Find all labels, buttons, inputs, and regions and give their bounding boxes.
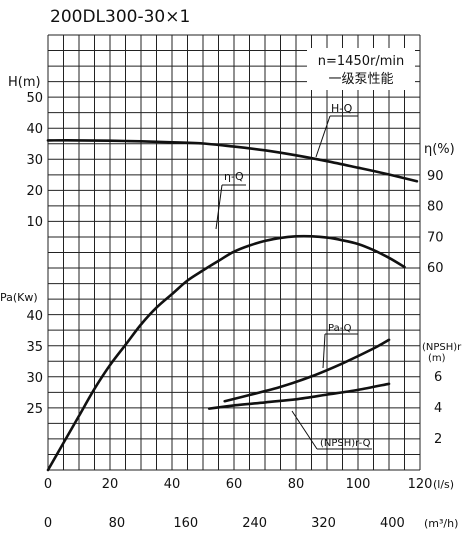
- power-tick: 30: [26, 371, 43, 386]
- efficiency-tick: 80: [427, 200, 444, 215]
- head-tick: 30: [26, 153, 43, 168]
- npsh-tick: 6: [434, 370, 442, 385]
- power-tick: 25: [26, 402, 43, 417]
- x-m3h-tick: 400: [380, 516, 405, 531]
- x-ls-tick: 40: [164, 477, 181, 492]
- efficiency-axis-title: η(%): [424, 142, 455, 157]
- info-speed: n=1450r/min: [318, 54, 404, 69]
- head-tick: 40: [26, 122, 43, 137]
- x-ls-tick: 0: [44, 477, 52, 492]
- label-h-q: H-Q: [331, 102, 353, 115]
- label-pa-q: Pa-Q: [328, 323, 352, 334]
- curves: [46, 139, 419, 472]
- chart-title: 200DL300-30×1: [50, 7, 190, 27]
- info-stage: 一级泵性能: [328, 72, 393, 87]
- npsh-axis-title: (NPSH)r: [422, 342, 462, 353]
- head-tick: 20: [26, 184, 43, 199]
- power-axis-title: Pa(Kw): [0, 291, 38, 304]
- curve-npsh-q: [207, 382, 391, 410]
- curve-h-q: [46, 139, 419, 183]
- head-axis-title: H(m): [8, 75, 41, 90]
- info-box-frame: [307, 48, 415, 90]
- power-tick: 35: [26, 340, 43, 355]
- info-box: n=1450r/min 一级泵性能: [307, 48, 415, 90]
- x-ls-axis-title: (l/s): [433, 478, 454, 491]
- curve-labels: H-Q η-Q Pa-Q (NPSH)r-Q: [215, 102, 372, 450]
- power-tick: 40: [26, 309, 43, 324]
- efficiency-tick: 70: [427, 230, 444, 245]
- curve-eta-q: [46, 234, 406, 472]
- x-ls-tick: 100: [346, 477, 371, 492]
- x-ls-tick: 120: [408, 477, 433, 492]
- x-m3h-axis-title: (m³/h): [424, 517, 458, 530]
- x-m3h-tick: 320: [311, 516, 336, 531]
- npsh-tick: 4: [434, 401, 442, 416]
- efficiency-tick: 90: [427, 169, 444, 184]
- x-m3h-tick: 0: [44, 516, 52, 531]
- curve-pa-q: [223, 338, 391, 403]
- x-ls-tick: 20: [102, 477, 119, 492]
- npsh-tick: 2: [434, 432, 442, 447]
- x-m3h-tick: 160: [173, 516, 198, 531]
- efficiency-tick: 60: [427, 261, 444, 276]
- x-m3h-tick: 240: [242, 516, 267, 531]
- label-npsh-q: (NPSH)r-Q: [320, 438, 371, 449]
- label-eta-q: η-Q: [224, 170, 244, 183]
- axis-titles: H(m) η(%) Pa(Kw) (NPSH)r (m) (l/s) (m³/h…: [0, 75, 462, 530]
- head-tick: 10: [26, 215, 43, 230]
- x-ls-tick: 80: [288, 477, 305, 492]
- npsh-axis-unit: (m): [428, 353, 446, 364]
- x-m3h-tick: 80: [109, 516, 126, 531]
- x-ls-tick: 60: [226, 477, 243, 492]
- head-tick: 50: [26, 91, 43, 106]
